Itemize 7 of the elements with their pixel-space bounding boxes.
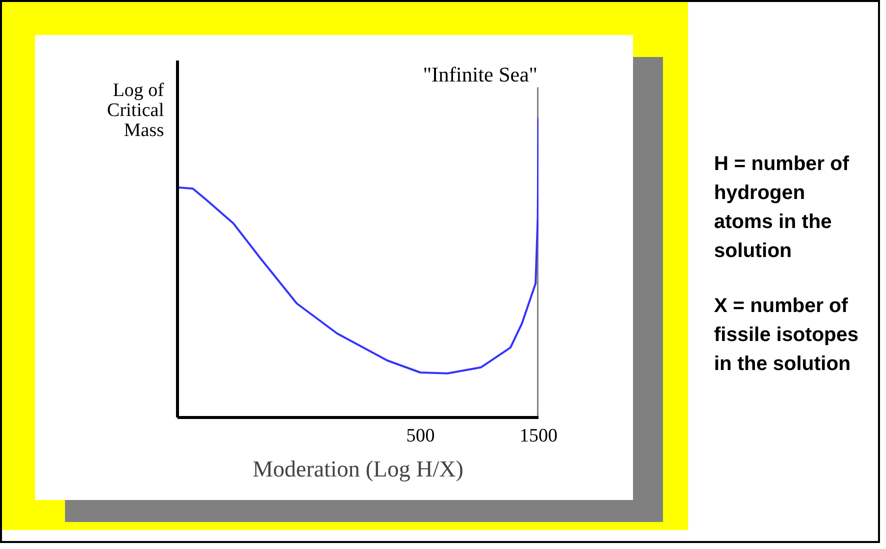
text: H = number of hydrogen atoms in the solution: [714, 152, 850, 264]
x-tick-label: 1500: [520, 426, 558, 446]
x-tick-label: 500: [406, 426, 435, 446]
y-axis-title: Log of Critical Mass: [107, 80, 164, 141]
ref-line-label: "Infinite Sea": [422, 62, 538, 86]
x-axis-title: Moderation (Log H/X): [252, 456, 464, 482]
text: X = number of fissile isotopes in the solution: [714, 294, 860, 377]
